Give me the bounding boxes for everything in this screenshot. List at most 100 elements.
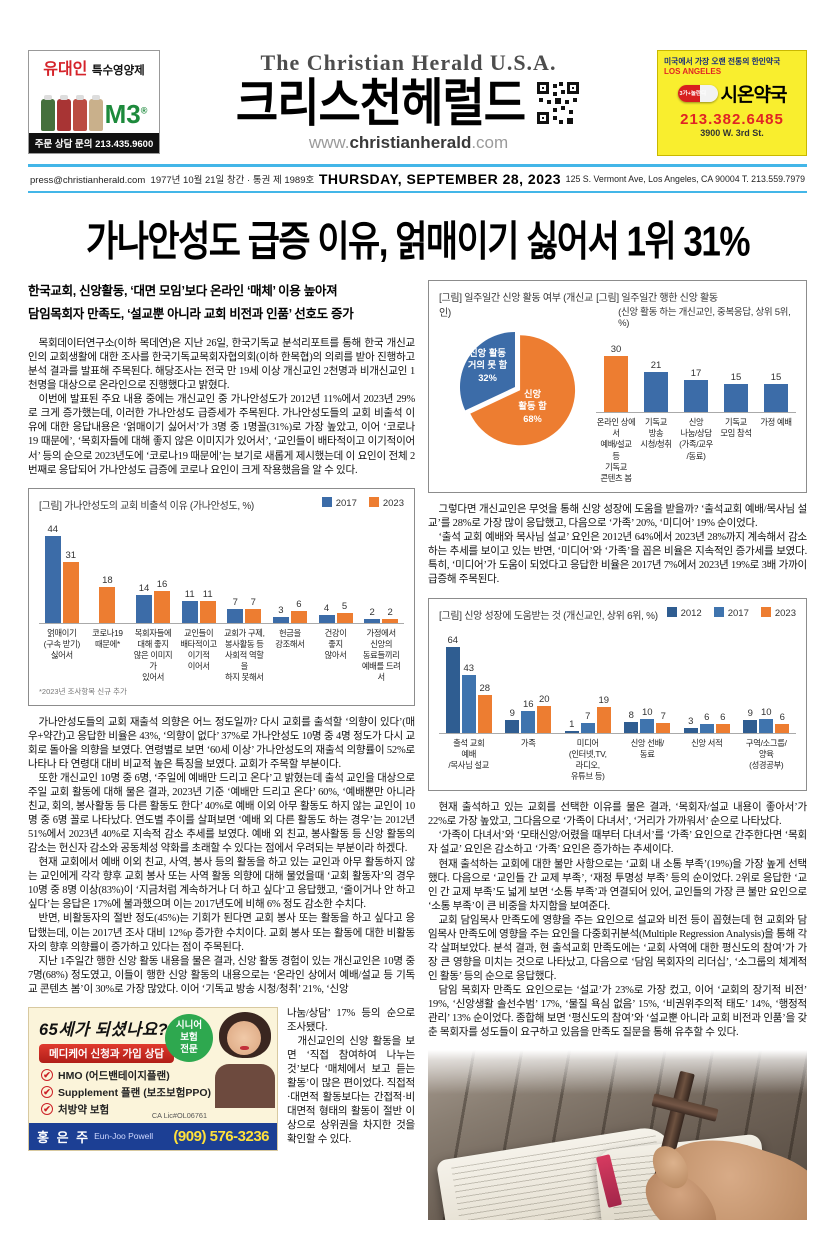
chart-weekly-box: [그림] 일주일간 신앙 활동 여부 (개신교인) 신앙 활동 함 68% 신앙 … <box>428 280 807 494</box>
narrow-text-column: 나눔/상담’ 17% 등의 순으로 조사됐다. 개신교인의 신앙 활동을 보면 … <box>287 1007 415 1148</box>
article-paragraph: ‘가족이 다녀서’와 ‘모태신앙/어렸을 때부터 다녀서’를 ‘가족’ 요인으로… <box>428 830 807 856</box>
bar-category-label: 가정 예배 <box>760 417 792 427</box>
dateline-bar: press@christianherald.com 1977년 10월 21일 … <box>28 164 807 193</box>
bar-value-label: 7 <box>232 596 238 608</box>
bar <box>136 595 153 623</box>
checkmark-icon: ✔ <box>41 1069 53 1082</box>
bar-plot-area: 44 31 18 14 16 11 11 7 7 3 6 4 5 2 2 <box>39 516 404 624</box>
bar <box>715 724 730 733</box>
article-paragraph: 교회 담임목사 만족도에 영향을 주는 요인으로 설교와 비전 등이 꼽혔는데 … <box>428 914 807 982</box>
ad-word-red: 유대인 <box>43 61 88 78</box>
bar-wrap: 19 <box>596 695 611 733</box>
bar-group: 9 10 6 <box>737 707 797 733</box>
subheadline-line1: 한국교회, 신앙활동, ‘대면 모임’보다 온라인 ‘매체’ 이용 높아져 <box>28 284 338 298</box>
bar-value-label: 21 <box>650 360 662 372</box>
bar-wrap: 18 <box>99 575 116 623</box>
bar-value-label: 11 <box>202 589 213 601</box>
bar <box>62 561 79 623</box>
bar-plot-area: 30 21 17 15 15 <box>596 335 796 413</box>
website-domain: christianherald <box>349 132 472 152</box>
bar-value-label: 11 <box>184 589 195 601</box>
pharmacy-ad-tagline: 미국에서 가장 오랜 전통의 한인약국 <box>664 57 781 66</box>
bar <box>775 724 790 733</box>
bar-wrap: 7 <box>227 596 244 623</box>
bar-wrap: 3 <box>272 605 289 623</box>
bar-value-label: 6 <box>720 712 726 724</box>
header-ad-right[interactable]: 미국에서 가장 오랜 전통의 한인약국 LOS ANGELES 3가+놀란디 시… <box>657 50 807 156</box>
agent-phone: (909) 576-3236 <box>173 1127 269 1145</box>
bar <box>656 723 671 733</box>
bar <box>364 618 381 623</box>
senior-insurance-ad[interactable]: 65세가 되셨나요? 시니어 보험 전문 메디케어 신청과 가입 상담 ✔ HMO… <box>28 1006 278 1151</box>
bar <box>521 711 536 733</box>
bar-value-label: 16 <box>522 699 534 711</box>
bar <box>272 616 289 623</box>
agent-photo <box>215 1011 275 1108</box>
registered-mark: ® <box>140 105 148 116</box>
masthead-english-title: The Christian Herald U.S.A. <box>260 50 557 75</box>
bar-value-label: 15 <box>770 371 782 383</box>
bar <box>318 614 335 623</box>
bar-wrap: 30 <box>604 343 629 412</box>
chart-title: [그림] 가나안성도의 교회 비출석 이유 (가나안성도, %) <box>39 500 254 512</box>
bar-wrap: 7 <box>656 711 671 733</box>
bar-category-row: 얽매이기 (구속 받기) 싫어서 코로나19 때문에* 목회자들에 대해 좋지 않은… <box>39 624 404 684</box>
chart-faith-activity-pie: 신앙 활동 함 68% 신앙 활동 거의 못 함 32% <box>443 325 593 457</box>
pie-slice-label: 신앙 활동 거의 못 함 32% <box>467 348 508 384</box>
bar-category-label: 얽매이기 (구속 받기) 싫어서 <box>43 627 81 660</box>
publisher-address: 125 S. Vermont Ave, Los Angeles, CA 9000… <box>565 174 805 184</box>
bar-value-label: 9 <box>509 708 515 720</box>
bar-value-label: 6 <box>296 598 302 610</box>
bar-value-label: 3 <box>688 716 694 728</box>
bottle-icon <box>88 95 103 131</box>
license-number: CA Lic#OL06761 <box>151 1110 207 1120</box>
bar-wrap: 10 <box>759 707 774 733</box>
senior-ad-items: ✔ HMO (어드밴테이지플랜) ✔ Supplement 플랜 (보조보험PPO)… <box>41 1068 277 1117</box>
bar <box>505 720 520 733</box>
bar <box>624 721 639 733</box>
bar-wrap: 11 <box>181 589 198 623</box>
bar-value-label: 44 <box>47 524 59 536</box>
chart-title: [그림] 신앙 성장에 도움받는 것 (개신교인, 상위 6위, %) <box>439 610 658 622</box>
bar <box>564 730 579 733</box>
bottle-icon <box>40 95 55 131</box>
bar <box>644 372 669 412</box>
bar-group: 8 10 7 <box>618 707 678 733</box>
pie-slice <box>469 335 575 446</box>
bar-category-label: 코로나19 때문에* <box>92 627 123 649</box>
chart-subtitle: (신앙 활동 하는 개신교인, 중복응답, 상위 5위, %) <box>618 307 791 329</box>
bar-value-label: 64 <box>447 634 459 646</box>
capsule-icon: 3가+놀란디 <box>677 85 718 102</box>
pharmacy-phone: 213.382.6485 <box>680 111 784 128</box>
left-column: 한국교회, 신앙활동, ‘대면 모임’보다 온라인 ‘매체’ 이용 높아져 담임… <box>28 280 415 1220</box>
ad-word-black: 특수영양제 <box>91 65 145 77</box>
bar-group: 9 16 20 <box>499 694 559 733</box>
bar-wrap: 9 <box>505 708 520 733</box>
bar-wrap: 31 <box>62 550 79 623</box>
bar-wrap: 14 <box>136 583 153 623</box>
qr-code-icon <box>535 80 582 127</box>
bar-category-label: 신앙 나눔/상담 (가족/교우 /동료) <box>679 417 713 461</box>
senior-ad-contact-bar: 홍 은 주 Eun-Joo Powell (909) 576-3236 <box>29 1122 277 1150</box>
bar <box>537 705 552 733</box>
bar-value-label: 4 <box>323 602 330 614</box>
pie-chart-pane: [그림] 일주일간 신앙 활동 여부 (개신교인) 신앙 활동 함 68% 신앙 … <box>439 289 596 484</box>
bottle-icon <box>56 95 71 131</box>
article-paragraph: 담임 목회자 만족도 요인으로는 ‘설교’가 23%로 가장 컸고, 이어 ‘교… <box>428 985 807 1039</box>
bar-group: 17 <box>676 368 716 412</box>
bar-wrap: 15 <box>764 372 788 412</box>
bar-chart-pane: [그림] 일주일간 행한 신앙 활동 (신앙 활동 하는 개신교인, 중복응답,… <box>596 289 796 484</box>
masthead-website: www.christianherald.com <box>170 133 647 153</box>
article-paragraph: 현재 출석하고 있는 교회를 선택한 이유를 물은 결과, ‘목회자/설교 내용… <box>428 802 807 828</box>
bar-wrap: 2 <box>364 607 381 623</box>
ad-contact-line: 주문 상담 문의 213.435.9600 <box>29 133 159 153</box>
bar <box>382 618 399 623</box>
bar-value-label: 7 <box>585 711 591 723</box>
article-paragraph: 이번에 발표된 주요 내용 중에는 개신교인 중 가나안성도가 2012년 11… <box>28 394 415 476</box>
bar-value-label: 30 <box>610 343 622 355</box>
header-ad-left[interactable]: 유대인 특수영양제 M3® 주문 상담 문의 213.435.9600 <box>28 50 160 154</box>
senior-ad-item: HMO (어드밴테이지플랜) <box>58 1069 170 1082</box>
